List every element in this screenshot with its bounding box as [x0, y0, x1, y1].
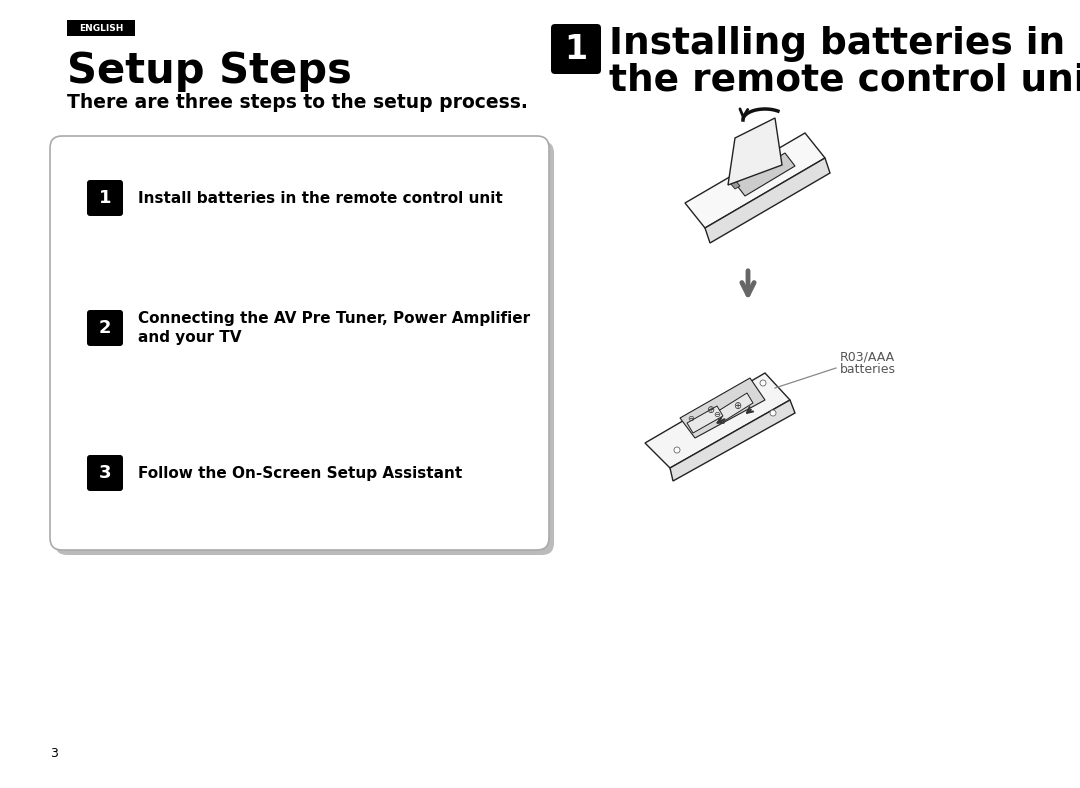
Text: 1: 1 — [565, 32, 588, 65]
Circle shape — [770, 410, 777, 416]
FancyBboxPatch shape — [67, 20, 135, 36]
Polygon shape — [730, 180, 740, 189]
Text: Setup Steps: Setup Steps — [67, 50, 352, 92]
Polygon shape — [715, 393, 753, 423]
Text: There are three steps to the setup process.: There are three steps to the setup proce… — [67, 93, 528, 112]
FancyBboxPatch shape — [87, 455, 123, 491]
FancyBboxPatch shape — [87, 310, 123, 346]
Text: Follow the On-Screen Setup Assistant: Follow the On-Screen Setup Assistant — [138, 466, 462, 481]
Text: batteries: batteries — [840, 363, 896, 376]
Text: 2: 2 — [98, 319, 111, 337]
FancyBboxPatch shape — [87, 180, 123, 216]
Text: ⊖: ⊖ — [714, 410, 720, 418]
Text: ENGLISH: ENGLISH — [79, 24, 123, 32]
Text: ⊕: ⊕ — [706, 405, 714, 415]
Polygon shape — [670, 400, 795, 481]
Text: 3: 3 — [98, 464, 111, 482]
FancyBboxPatch shape — [50, 136, 549, 550]
Polygon shape — [735, 153, 795, 196]
Text: Installing batteries in: Installing batteries in — [609, 26, 1065, 62]
Text: R03/AAA: R03/AAA — [840, 350, 895, 363]
Text: 3: 3 — [50, 747, 58, 760]
Circle shape — [674, 447, 680, 453]
Polygon shape — [728, 118, 782, 185]
Circle shape — [760, 380, 766, 386]
Polygon shape — [705, 158, 831, 243]
FancyBboxPatch shape — [55, 141, 554, 555]
Polygon shape — [645, 373, 789, 468]
Polygon shape — [680, 378, 765, 438]
Text: 1: 1 — [98, 189, 111, 207]
Polygon shape — [685, 133, 825, 228]
Text: Connecting the AV Pre Tuner, Power Amplifier
and your TV: Connecting the AV Pre Tuner, Power Ampli… — [138, 310, 530, 345]
Text: ⊕: ⊕ — [733, 401, 741, 411]
Text: Install batteries in the remote control unit: Install batteries in the remote control … — [138, 191, 503, 206]
Text: ⊖: ⊖ — [688, 414, 694, 422]
FancyBboxPatch shape — [551, 24, 600, 74]
Polygon shape — [687, 406, 723, 433]
Text: the remote control unit: the remote control unit — [609, 62, 1080, 98]
